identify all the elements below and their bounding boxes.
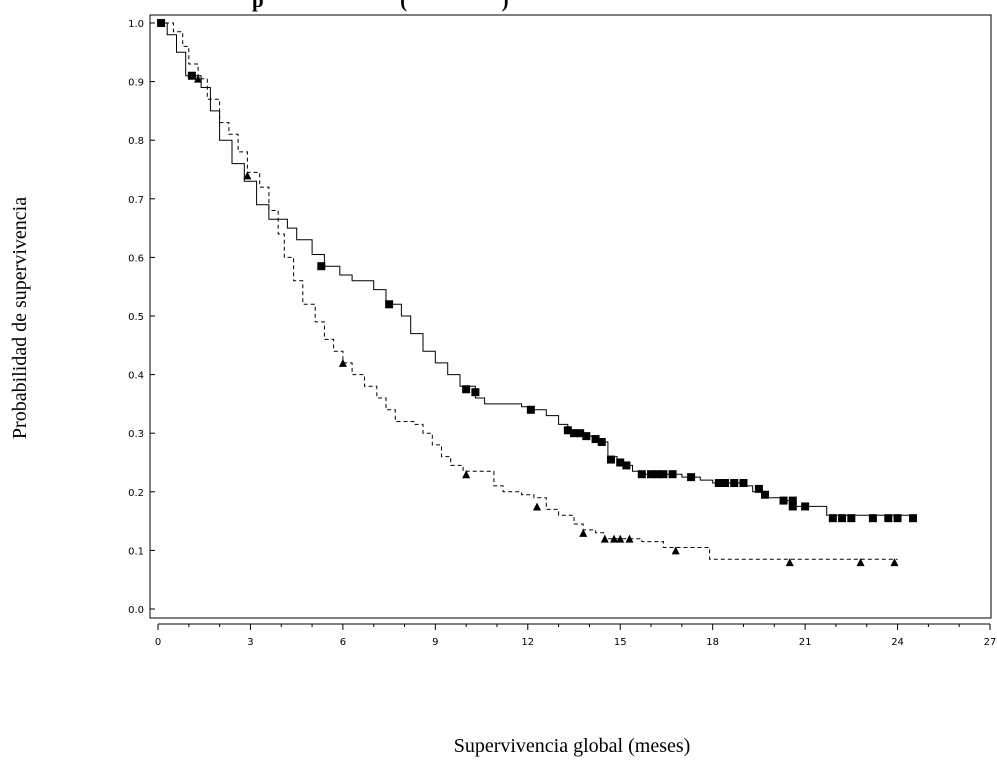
series-1-square-marker: [847, 514, 856, 523]
x-axis-title: Supervivencia global (meses): [454, 735, 691, 757]
series-1-square-marker: [582, 432, 591, 441]
y-tick-label: 0.2: [128, 488, 144, 499]
series-1-square-marker: [868, 514, 877, 523]
series-1-square-marker: [720, 479, 729, 488]
series-1-square-marker: [659, 470, 668, 479]
series-1-square-marker: [563, 426, 572, 435]
series-2-dashed-line: [158, 22, 898, 560]
series-1-square-marker: [884, 514, 893, 523]
series-1-square-marker: [754, 484, 763, 493]
y-axis-title: Probabilidad de supervivencia: [9, 197, 31, 439]
series-1-square-marker: [739, 479, 748, 488]
y-tick-label: 0.4: [128, 371, 144, 382]
y-tick-label: 0.9: [128, 78, 144, 89]
series-2-triangle-marker: [600, 534, 609, 543]
series-1-square-marker: [462, 385, 471, 394]
x-tick-label: 9: [432, 637, 438, 648]
x-tick-label: 15: [614, 637, 627, 648]
series-1-square-marker: [597, 437, 606, 446]
x-tick-label: 27: [984, 637, 997, 648]
y-tick-label: 0.0: [128, 605, 144, 616]
series-1-square-marker: [714, 479, 723, 488]
y-tick-label: 1.0: [128, 19, 144, 30]
series-1-square-marker: [828, 514, 837, 523]
series-2-triangle-marker: [890, 558, 899, 567]
series-1-square-marker: [761, 490, 770, 499]
series-1-square-marker: [471, 388, 480, 397]
series-2-triangle-marker: [671, 546, 680, 555]
series-1-square-marker: [779, 496, 788, 505]
series-1-square-marker: [591, 435, 600, 444]
series-layer: [157, 19, 917, 567]
series-1-square-marker: [526, 405, 535, 414]
series-1-square-marker: [653, 470, 662, 479]
series-1-square-marker: [317, 262, 326, 271]
series-2-triangle-marker: [194, 74, 203, 83]
y-tick-label: 0.8: [128, 136, 144, 147]
y-tick-label: 0.7: [128, 195, 144, 206]
series-1-square-marker: [908, 514, 917, 523]
series-1-square-marker: [668, 470, 677, 479]
series-2-triangle-marker: [616, 534, 625, 543]
series-2-triangle-marker: [610, 534, 619, 543]
series-2-triangle-marker: [462, 470, 471, 479]
series-2-triangle-marker: [533, 502, 542, 511]
x-axis: 0 3 6 9 12 15 18 21 24 27: [155, 623, 997, 648]
x-tick-label: 21: [799, 637, 812, 648]
series-1-square-marker: [893, 514, 902, 523]
x-tick-label: 0: [155, 637, 161, 648]
chart-title-fragment: p ( ): [252, 0, 509, 12]
series-1-square-marker: [576, 429, 585, 438]
series-1-square-marker: [606, 455, 615, 464]
series-1-square-marker: [647, 470, 656, 479]
y-tick-label: 0.1: [128, 546, 144, 557]
series-1-square-marker: [788, 496, 797, 505]
y-axis: 0.0 0.1 0.2 0.3 0.4 0.5 0.6 0.7 0.8 0.9 1.0: [128, 19, 155, 616]
series-2-triangle-marker: [625, 534, 634, 543]
x-tick-label: 6: [340, 637, 346, 648]
y-tick-label: 0.3: [128, 429, 144, 440]
series-1-square-marker: [801, 502, 810, 511]
series-2-triangle-marker: [856, 558, 865, 567]
x-tick-label: 3: [247, 637, 253, 648]
series-1-square-marker: [570, 429, 578, 438]
x-tick-label: 24: [891, 637, 904, 648]
x-tick-label: 12: [521, 637, 534, 648]
series-2-triangle-marker: [579, 528, 588, 537]
x-tick-label: 18: [706, 637, 719, 648]
series-1-square-marker: [838, 514, 847, 523]
series-1-square-marker: [187, 71, 196, 80]
series-1-square-marker: [616, 458, 625, 467]
series-1-square-marker: [385, 300, 394, 309]
series-1-square-marker: [788, 502, 797, 511]
y-tick-label: 0.5: [128, 312, 144, 323]
series-2-triangle-marker: [338, 358, 347, 367]
series-1-square-marker: [622, 461, 631, 470]
series-1-square-marker: [687, 473, 696, 482]
series-2-triangle-marker: [243, 171, 252, 180]
series-2-triangle-marker: [785, 558, 794, 567]
series-1-solid-line: [158, 22, 913, 516]
y-tick-label: 0.6: [128, 253, 144, 264]
plot-frame: [149, 14, 992, 619]
series-1-square-marker: [637, 470, 646, 479]
series-1-square-marker: [730, 479, 739, 488]
